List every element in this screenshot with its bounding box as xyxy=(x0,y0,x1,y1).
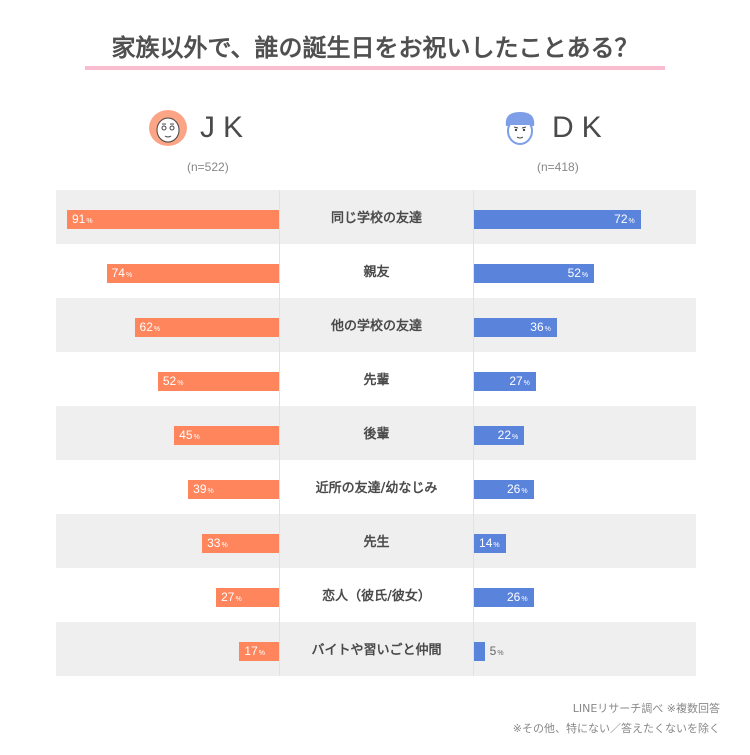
dk-header: DK xyxy=(500,108,610,148)
category-label: 親友 xyxy=(363,265,390,280)
jk-value: 39% xyxy=(193,482,214,496)
dk-value: 26% xyxy=(506,482,528,496)
jk-value: 52% xyxy=(162,374,184,388)
dk-bar: 52% xyxy=(473,264,595,283)
dk-value: 36% xyxy=(530,320,551,334)
dk-bar: 72% xyxy=(473,210,641,229)
jk-header: JK xyxy=(148,108,251,148)
title-underline xyxy=(85,66,665,70)
jk-value: 74% xyxy=(111,266,133,280)
jk-value: 17% xyxy=(244,644,265,658)
dk-bar: 14% xyxy=(473,534,506,553)
dk-value: 14% xyxy=(479,536,500,550)
source-note: LINEリサーチ調べ ※複数回答 xyxy=(572,702,720,715)
butterfly-bar-chart: 91% 同じ学校の友達 72% 74% 親友 52% 62% 他の学校の友達 36% 52% 先輩 2… xyxy=(56,190,696,676)
dk-bar: 22% xyxy=(473,426,525,445)
jk-value: 45% xyxy=(179,428,200,442)
dk-value: 27% xyxy=(509,374,530,388)
category-label: 先輩 xyxy=(363,373,390,388)
dk-bar: 5% xyxy=(473,642,504,661)
jk-bar: 62% xyxy=(134,318,279,337)
jk-bar: 27% xyxy=(216,588,279,607)
chart-row: 39% 近所の友達/幼なじみ 26% xyxy=(56,460,696,514)
jk-bar: 33% xyxy=(202,534,279,553)
left-axis-line xyxy=(279,190,280,676)
jk-value: 27% xyxy=(221,590,242,604)
jk-value: 33% xyxy=(207,536,228,550)
dk-bar: 36% xyxy=(473,318,557,337)
dk-label: DK xyxy=(552,111,610,144)
category-label: 後輩 xyxy=(363,427,390,442)
category-label: 他の学校の友達 xyxy=(330,319,422,334)
dk-bar: 26% xyxy=(473,588,534,607)
category-label: 近所の友達/幼なじみ xyxy=(315,481,438,496)
jk-value: 91% xyxy=(71,212,93,226)
dk-sample-size: (n=418) xyxy=(537,160,579,174)
chart-row: 33% 先生 14% xyxy=(56,514,696,568)
boy-face-icon xyxy=(505,112,535,145)
dk-value: 52% xyxy=(567,266,589,280)
category-label: バイトや習いごと仲間 xyxy=(311,643,442,658)
jk-label: JK xyxy=(200,111,252,144)
dk-value: 22% xyxy=(497,428,519,442)
chart-row: 27% 恋人（彼氏/彼女） 26% xyxy=(56,568,696,622)
category-label: 恋人（彼氏/彼女） xyxy=(322,589,431,604)
jk-bar: 52% xyxy=(157,372,279,391)
category-label: 先生 xyxy=(363,535,390,550)
exclusion-note: ※その他、特にない／答えたくないを除く xyxy=(512,722,720,735)
jk-bar: 45% xyxy=(174,426,279,445)
jk-value: 62% xyxy=(139,320,161,334)
dk-value: 5% xyxy=(489,644,504,658)
chart-row: 91% 同じ学校の友達 72% xyxy=(56,190,696,244)
chart-title: 家族以外で、誰の誕生日をお祝いしたことある？ xyxy=(111,34,639,62)
right-axis-line xyxy=(473,190,474,676)
dk-value: 26% xyxy=(506,590,528,604)
chart-row: 62% 他の学校の友達 36% xyxy=(56,298,696,352)
chart-row: 74% 親友 52% xyxy=(56,244,696,298)
jk-bar: 17% xyxy=(239,642,279,661)
jk-sample-size: (n=522) xyxy=(187,160,229,174)
chart-row: 45% 後輩 22% xyxy=(56,406,696,460)
chart-row: 52% 先輩 27% xyxy=(56,352,696,406)
category-label: 同じ学校の友達 xyxy=(330,211,422,226)
jk-bar: 91% xyxy=(66,210,279,229)
jk-bar: 39% xyxy=(188,480,279,499)
dk-value: 72% xyxy=(614,212,635,226)
girl-face-icon xyxy=(149,110,187,146)
jk-bar: 74% xyxy=(106,264,279,283)
chart-row: 17% バイトや習いごと仲間 5% xyxy=(56,622,696,676)
dk-bar: 27% xyxy=(473,372,536,391)
dk-bar: 26% xyxy=(473,480,534,499)
